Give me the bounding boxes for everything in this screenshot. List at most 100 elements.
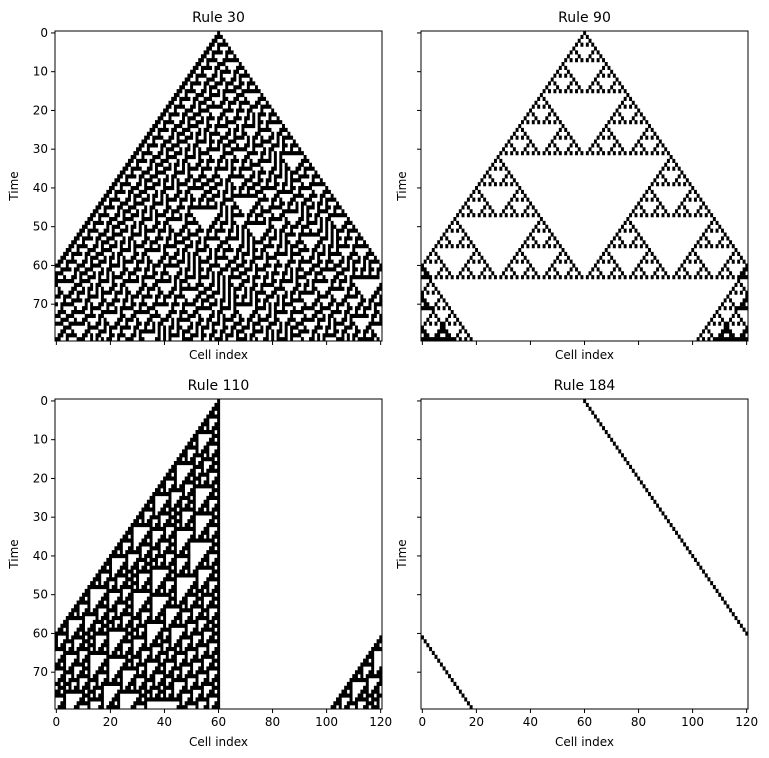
live-cell-run bbox=[209, 224, 215, 229]
live-cell-run bbox=[141, 604, 148, 609]
live-cell-run bbox=[246, 240, 250, 245]
live-cell-run bbox=[599, 422, 603, 427]
live-cell-run bbox=[607, 259, 611, 264]
live-cell-run bbox=[704, 205, 708, 210]
live-cell-run bbox=[737, 619, 741, 624]
live-cell-run bbox=[168, 259, 172, 264]
live-cell-run bbox=[526, 244, 530, 249]
live-cell-run bbox=[303, 197, 312, 202]
live-cell-run bbox=[190, 457, 196, 462]
live-cell-run bbox=[230, 205, 240, 210]
live-cell-run bbox=[346, 217, 350, 222]
live-cell-run bbox=[182, 112, 188, 117]
live-cell-run bbox=[154, 693, 161, 698]
live-cell-run bbox=[548, 228, 551, 233]
live-cell-run bbox=[426, 255, 430, 260]
live-cell-run bbox=[683, 182, 687, 187]
live-cell-run bbox=[504, 213, 508, 218]
live-cell-run bbox=[437, 298, 441, 303]
live-cell-run bbox=[222, 96, 229, 101]
live-cell-run bbox=[206, 507, 210, 512]
live-cell-run bbox=[737, 321, 741, 326]
live-cell-run bbox=[160, 143, 167, 148]
live-cell-run bbox=[273, 286, 285, 291]
live-cell-run bbox=[165, 197, 177, 202]
live-cell-run bbox=[198, 58, 204, 63]
live-cell-run bbox=[607, 244, 611, 249]
x-tick-label: 120 bbox=[735, 715, 758, 729]
live-cell-run bbox=[114, 178, 121, 183]
live-cell-run bbox=[160, 534, 167, 539]
live-cell-run bbox=[171, 131, 175, 136]
live-cell-run bbox=[90, 581, 96, 586]
live-cell-run bbox=[236, 263, 245, 268]
live-cell-run bbox=[548, 151, 551, 156]
live-cell-run bbox=[344, 236, 353, 241]
live-cell-run bbox=[184, 147, 191, 152]
live-cell-run bbox=[227, 104, 231, 109]
live-cell-run bbox=[173, 193, 180, 198]
live-cell-run bbox=[203, 623, 210, 628]
live-cell-run bbox=[79, 279, 91, 284]
live-cell-run bbox=[290, 174, 294, 179]
live-cell-run bbox=[634, 205, 638, 210]
live-cell-run bbox=[512, 147, 516, 152]
live-cell-run bbox=[618, 81, 622, 86]
live-cell-run bbox=[696, 209, 700, 214]
live-cell-run bbox=[198, 313, 202, 318]
x-tick-label: 20 bbox=[103, 715, 118, 729]
live-cell-run bbox=[200, 116, 204, 121]
live-cell-run bbox=[114, 693, 121, 698]
live-cell-run bbox=[209, 662, 215, 667]
live-cell-run bbox=[298, 217, 304, 222]
live-cell-run bbox=[236, 108, 245, 113]
live-cell-run bbox=[222, 143, 231, 148]
live-cell-run bbox=[599, 131, 603, 136]
live-cell-run bbox=[165, 519, 172, 524]
live-cell-run bbox=[95, 321, 102, 326]
live-cell-run bbox=[553, 275, 557, 280]
live-cell-run bbox=[249, 286, 256, 291]
live-cell-run bbox=[130, 635, 148, 640]
live-cell-run bbox=[173, 480, 177, 485]
live-cell-run bbox=[249, 290, 253, 295]
live-cell-run bbox=[556, 147, 560, 152]
live-cell-run bbox=[300, 209, 304, 214]
live-cell-run bbox=[98, 313, 104, 318]
live-cell-run bbox=[268, 306, 272, 311]
panel-title: Rule 30 bbox=[192, 10, 245, 26]
live-cell-run bbox=[173, 581, 177, 586]
live-cell-run bbox=[542, 244, 546, 249]
live-cell-run bbox=[206, 523, 221, 528]
live-cell-run bbox=[612, 81, 616, 86]
live-cell-run bbox=[265, 333, 269, 338]
live-cell-run bbox=[639, 143, 643, 148]
live-cell-run bbox=[68, 244, 75, 249]
live-cell-run bbox=[327, 213, 348, 218]
live-cell-run bbox=[98, 271, 104, 276]
live-cell-run bbox=[76, 701, 91, 706]
live-cell-run bbox=[300, 158, 310, 163]
live-cell-run bbox=[179, 600, 188, 605]
live-cell-run bbox=[723, 232, 727, 237]
live-cell-run bbox=[564, 151, 568, 156]
live-cell-run bbox=[195, 588, 204, 593]
live-cell-run bbox=[192, 503, 196, 508]
live-cell-run bbox=[136, 259, 145, 264]
live-cell-run bbox=[602, 251, 606, 256]
live-cell-run bbox=[363, 240, 367, 245]
live-cell-run bbox=[176, 271, 183, 276]
live-cell-run bbox=[276, 116, 280, 121]
live-cell-run bbox=[187, 538, 215, 543]
live-cell-run bbox=[268, 302, 272, 307]
live-cell-run bbox=[157, 329, 161, 334]
live-cell-run bbox=[206, 58, 218, 63]
live-cell-run bbox=[284, 236, 288, 241]
live-cell-run bbox=[737, 259, 741, 264]
live-cell-run bbox=[330, 294, 334, 299]
live-cell-run bbox=[480, 271, 484, 276]
live-cell-run bbox=[531, 120, 535, 125]
live-cell-run bbox=[680, 170, 684, 175]
live-cell-run bbox=[626, 217, 630, 222]
live-cell-run bbox=[90, 302, 94, 307]
